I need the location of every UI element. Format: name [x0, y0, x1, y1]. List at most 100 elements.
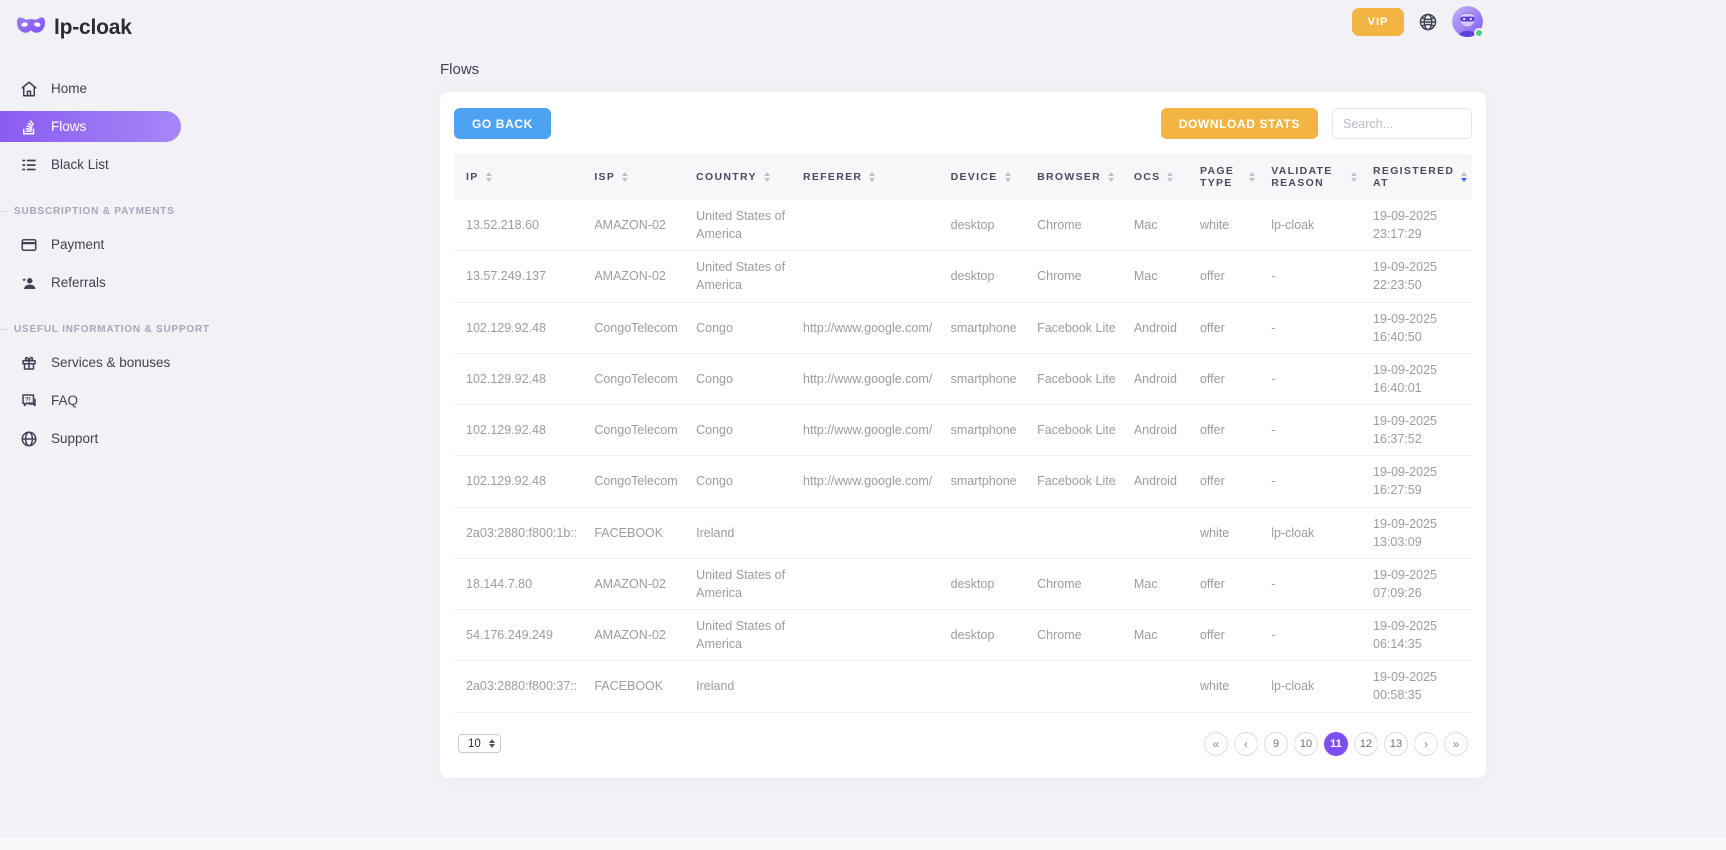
avatar[interactable] — [1452, 6, 1484, 38]
sidebar-item-services-bonuses[interactable]: Services & bonuses — [0, 347, 200, 378]
page-size-select[interactable]: 10 — [458, 734, 501, 753]
table-row[interactable]: 102.129.92.48 CongoTelecom Congo http://www… — [454, 302, 1472, 354]
table-row[interactable]: 54.176.249.249 AMAZON-02 United States of … — [454, 609, 1472, 662]
sidebar-item-referrals[interactable]: Referrals — [0, 267, 200, 298]
brand[interactable]: lp-cloak — [0, 11, 200, 45]
cell-browser: Facebook Lite — [1029, 353, 1126, 406]
download-stats-button[interactable]: DOWNLOAD STATS — [1160, 108, 1318, 139]
vip-button[interactable]: VIP — [1352, 7, 1404, 36]
column-header-device[interactable]: DEVICE — [943, 154, 1030, 200]
page-button[interactable]: 11 — [1324, 731, 1348, 756]
column-header-ocs[interactable]: OCS — [1126, 154, 1192, 200]
credit-card-icon — [19, 235, 38, 254]
stepper-icon — [488, 739, 495, 748]
cell-country: Congo — [688, 455, 795, 508]
sort-icon[interactable] — [622, 172, 629, 182]
list-icon — [19, 155, 38, 174]
sort-icon[interactable] — [1108, 172, 1115, 182]
sidebar-item-flows[interactable]: Flows — [0, 111, 181, 142]
column-label: COUNTRY — [696, 171, 757, 183]
sidebar-item-label: Flows — [51, 119, 87, 134]
cell-ocs: Mac — [1125, 558, 1192, 611]
cell-isp: FACEBOOK — [586, 507, 689, 559]
svg-text:?!: ?! — [24, 396, 30, 403]
cell-ip: 54.176.249.249 — [454, 609, 587, 662]
cell-isp: CongoTelecom — [586, 302, 689, 354]
cell-isp: FACEBOOK — [586, 660, 689, 713]
page-button[interactable]: 12 — [1354, 731, 1378, 756]
sort-icon[interactable] — [485, 172, 492, 182]
page-button[interactable]: 13 — [1384, 731, 1408, 756]
cell-ocs: Android — [1125, 353, 1192, 406]
sidebar-item-label: Home — [51, 81, 88, 96]
cell-page_type: offer — [1191, 609, 1264, 662]
cell-device: smartphone — [942, 302, 1030, 354]
sidebar-section-heading: USEFUL INFORMATION & SUPPORT — [0, 324, 209, 335]
last-page-button[interactable]: » — [1444, 731, 1468, 756]
sidebar-item-home[interactable]: Home — [0, 73, 200, 104]
go-back-button[interactable]: GO BACK — [454, 108, 551, 139]
sort-icon[interactable] — [1351, 172, 1358, 182]
sort-icon[interactable] — [1004, 172, 1011, 182]
column-header-ip[interactable]: IP — [454, 154, 586, 200]
table-row[interactable]: 13.57.249.137 AMAZON-02 United States of A… — [454, 250, 1472, 303]
column-header-page-type[interactable]: PAGE TYPE — [1192, 154, 1263, 200]
cell-registered-at: 19-09-2025 16:40:50 — [1365, 302, 1472, 354]
table-row[interactable]: 102.129.92.48 CongoTelecom Congo http://www… — [454, 404, 1472, 457]
column-header-referer[interactable]: REFERER — [795, 154, 943, 200]
cell-validate_reason: - — [1263, 609, 1366, 662]
globe-icon[interactable] — [1418, 12, 1438, 32]
sidebar-item-payment[interactable]: Payment — [0, 229, 200, 260]
cell-validate_reason: - — [1263, 302, 1366, 354]
prev-page-button[interactable]: ‹ — [1234, 731, 1258, 756]
column-header-registered-at[interactable]: REGISTERED AT — [1365, 154, 1472, 200]
table-row[interactable]: 102.129.92.48 CongoTelecom Congo http://www… — [454, 455, 1472, 508]
sidebar-item-support[interactable]: Support — [0, 423, 200, 454]
cell-ocs: Android — [1125, 302, 1192, 354]
cell-country: United States of America — [688, 200, 795, 252]
page-button[interactable]: 10 — [1294, 731, 1318, 756]
flows-card: GO BACK DOWNLOAD STATS IP ISP COUNTRY REFER… — [440, 92, 1486, 778]
sidebar-item-black-list[interactable]: Black List — [0, 149, 200, 180]
cell-browser — [1029, 660, 1126, 713]
cell-device — [942, 660, 1030, 713]
column-header-isp[interactable]: ISP — [586, 154, 688, 200]
column-label: VALIDATE REASON — [1271, 165, 1333, 189]
cell-page_type: offer — [1191, 558, 1264, 611]
cell-referer — [795, 558, 943, 611]
table-row[interactable]: 102.129.92.48 CongoTelecom Congo http://www… — [454, 353, 1472, 406]
cell-registered-at: 19-09-2025 22:23:50 — [1365, 250, 1472, 303]
first-page-button[interactable]: « — [1204, 731, 1228, 756]
sidebar-section-heading: SUBSCRIPTION & PAYMENTS — [0, 206, 200, 217]
sort-icon[interactable] — [763, 172, 770, 182]
table-row[interactable]: 18.144.7.80 AMAZON-02 United States of Ame… — [454, 558, 1472, 611]
sort-icon[interactable] — [1249, 172, 1256, 182]
sidebar-item-label: FAQ — [51, 393, 79, 408]
page-size-value: 10 — [468, 737, 481, 750]
cell-ip: 102.129.92.48 — [454, 404, 587, 457]
cell-browser: Facebook Lite — [1029, 404, 1126, 457]
cell-registered-at: 19-09-2025 16:37:52 — [1365, 404, 1472, 457]
cell-ip: 13.57.249.137 — [454, 250, 587, 303]
cell-browser: Chrome — [1029, 609, 1126, 662]
column-header-country[interactable]: COUNTRY — [688, 154, 795, 200]
table-row[interactable]: 2a03:2880:f800:37:: FACEBOOK Ireland white l… — [454, 660, 1472, 713]
table-row[interactable]: 13.52.218.60 AMAZON-02 United States of Am… — [454, 200, 1472, 252]
column-header-browser[interactable]: BROWSER — [1029, 154, 1126, 200]
sort-icon[interactable] — [869, 172, 876, 182]
cell-country: Ireland — [688, 660, 795, 713]
next-page-button[interactable]: › — [1414, 731, 1438, 756]
sidebar-item-faq[interactable]: ?! FAQ — [0, 385, 200, 416]
page-button[interactable]: 9 — [1264, 731, 1288, 756]
search-input[interactable] — [1332, 108, 1472, 139]
cell-registered-at: 19-09-2025 07:09:26 — [1365, 558, 1472, 611]
table-row[interactable]: 2a03:2880:f800:1b:: FACEBOOK Ireland white l… — [454, 507, 1472, 559]
sort-icon[interactable] — [1167, 172, 1174, 182]
cell-page_type: offer — [1191, 404, 1264, 457]
cell-referer — [795, 660, 943, 713]
column-header-validate-reason[interactable]: VALIDATE REASON — [1263, 154, 1365, 200]
cell-validate_reason: lp-cloak — [1263, 507, 1366, 559]
flows-icon — [19, 117, 38, 136]
column-label: DEVICE — [950, 171, 998, 183]
sort-icon[interactable] — [1461, 172, 1468, 182]
